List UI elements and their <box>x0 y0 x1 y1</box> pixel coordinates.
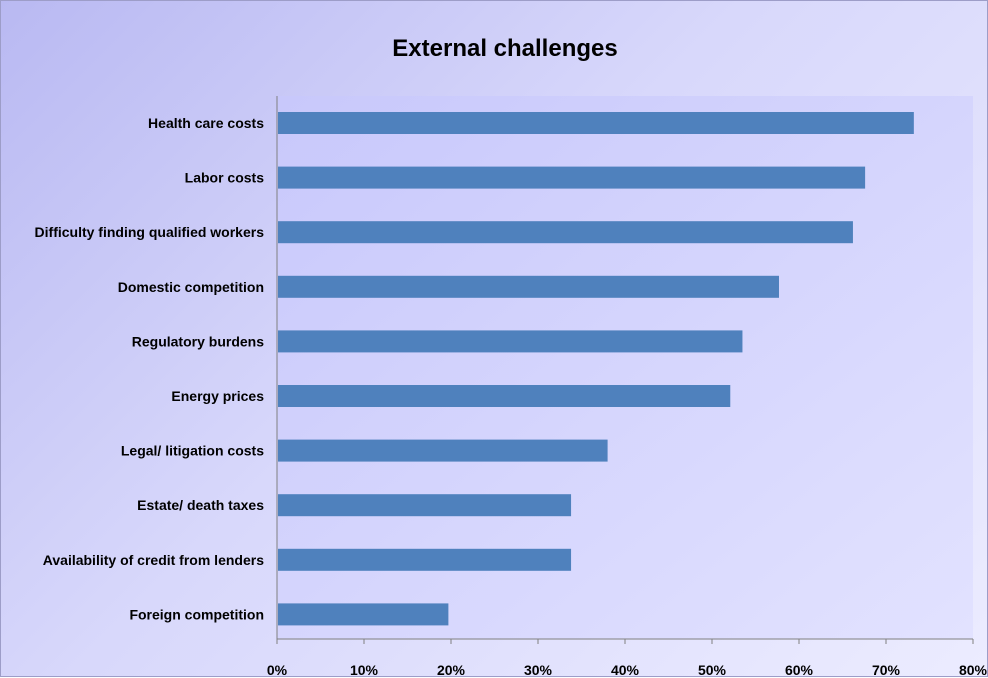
bars <box>278 112 914 626</box>
bar <box>278 166 866 189</box>
bar <box>278 112 914 134</box>
x-axis-ticks: 0% 10% 20% 30% 40% 50% 60% 70% 80% <box>267 639 988 678</box>
category-label: Estate/ death taxes <box>137 497 264 513</box>
x-tick-label: 80% <box>959 662 988 678</box>
category-label: Legal/ litigation costs <box>121 443 264 459</box>
category-label: Domestic competition <box>118 279 264 295</box>
x-tick-label: 30% <box>524 662 553 678</box>
bar <box>278 494 572 517</box>
category-label: Difficulty finding qualified workers <box>35 224 265 240</box>
category-label: Foreign competition <box>129 606 264 622</box>
x-tick-label: 10% <box>350 662 379 678</box>
bar <box>278 275 779 298</box>
x-tick-label: 70% <box>872 662 901 678</box>
category-label: Health care costs <box>148 115 264 131</box>
x-tick-label: 50% <box>698 662 727 678</box>
x-tick-label: 60% <box>785 662 814 678</box>
category-label: Regulatory burdens <box>132 333 264 349</box>
category-label: Availability of credit from lenders <box>43 552 264 568</box>
bar <box>278 330 743 353</box>
category-labels: Health care costs Labor costs Difficulty f… <box>35 115 265 622</box>
bar <box>278 548 572 571</box>
category-label: Energy prices <box>171 388 264 404</box>
bar <box>278 603 449 626</box>
category-label: Labor costs <box>185 170 265 186</box>
bar <box>278 221 853 244</box>
bar <box>278 385 731 407</box>
bar <box>278 439 608 462</box>
x-tick-label: 20% <box>437 662 466 678</box>
x-tick-label: 0% <box>267 662 288 678</box>
chart-title: External challenges <box>392 35 617 62</box>
x-tick-label: 40% <box>611 662 640 678</box>
